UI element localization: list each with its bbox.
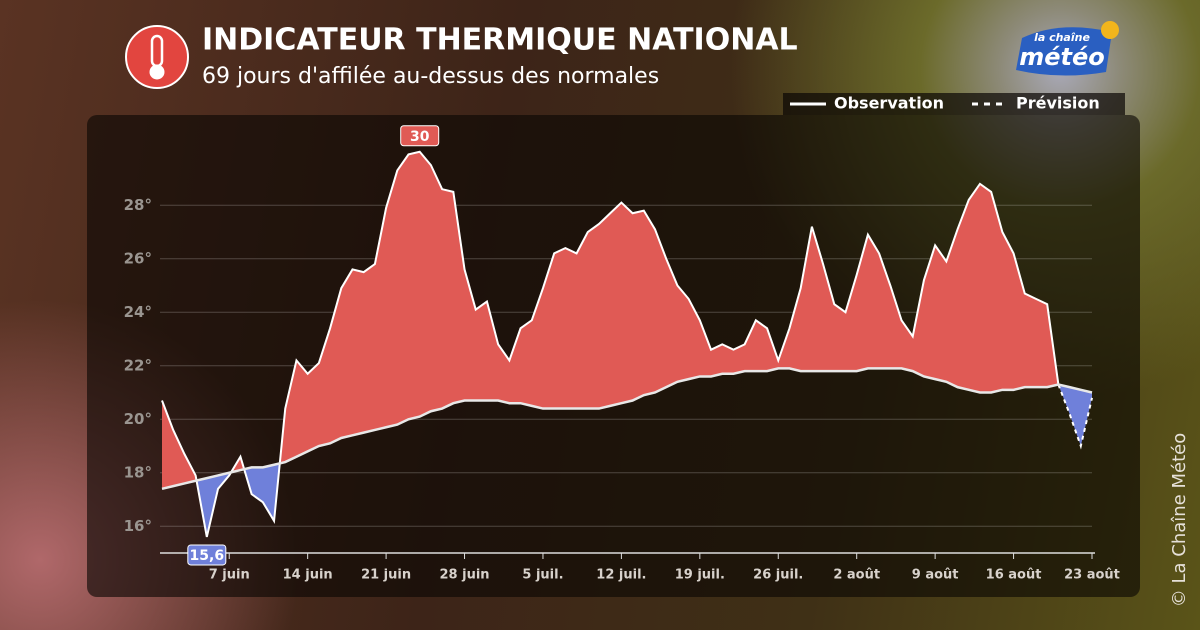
- x-tick-label: 5 juil.: [522, 568, 563, 583]
- area-above-normal: [162, 151, 1092, 489]
- chart-title: INDICATEUR THERMIQUE NATIONAL: [202, 23, 798, 58]
- x-tick-label: 12 juil.: [596, 568, 646, 583]
- value-label: 30: [410, 129, 430, 145]
- x-tick-label: 23 août: [1064, 568, 1120, 583]
- thermometer-bulb: [149, 64, 165, 80]
- x-tick-label: 7 juin: [209, 568, 250, 583]
- series-line: [1057, 384, 1093, 450]
- normal-line: [161, 367, 1093, 491]
- credit: © La Chaîne Météo: [1169, 433, 1190, 607]
- x-tick-label: 19 juil.: [675, 568, 725, 583]
- x-tick-label: 14 juin: [283, 568, 333, 583]
- x-tick-label: 16 août: [986, 568, 1042, 583]
- y-tick-label: 20°: [124, 410, 152, 428]
- logo-text: météo: [1019, 43, 1105, 71]
- x-tick-label: 28 juin: [440, 568, 490, 583]
- logo-badge: [1016, 27, 1112, 76]
- series-line: [161, 150, 1060, 538]
- legend-label: Observation: [834, 94, 944, 113]
- y-tick-label: 22°: [124, 356, 152, 374]
- x-tick-label: 9 août: [912, 568, 959, 583]
- plot: 16° 18° 20° 22° 24° 26° 28° 7 juin 14 juin 21 jui…: [124, 125, 1120, 583]
- value-label-box: [400, 125, 440, 147]
- value-label: 15,6: [190, 548, 225, 564]
- logo-sun: [1101, 21, 1119, 39]
- x-tick-label: 2 août: [833, 568, 880, 583]
- x-tick-label: 21 juin: [361, 568, 411, 583]
- y-tick-label: 26°: [124, 249, 152, 267]
- chart-subtitle: 69 jours d'affilée au-dessus des normale…: [202, 64, 659, 89]
- y-tick-label: 24°: [124, 303, 152, 321]
- y-tick-label: 16°: [124, 517, 152, 535]
- legend-label: Prévision: [1016, 94, 1100, 113]
- x-tick-label: 26 juil.: [753, 568, 803, 583]
- logo-text: la chaîne: [1034, 31, 1090, 44]
- legend-box: [783, 93, 1125, 115]
- value-label-box: [187, 544, 227, 566]
- y-tick-label: 28°: [124, 196, 152, 214]
- y-tick-label: 18°: [124, 463, 152, 481]
- thermometer-icon: [125, 25, 189, 89]
